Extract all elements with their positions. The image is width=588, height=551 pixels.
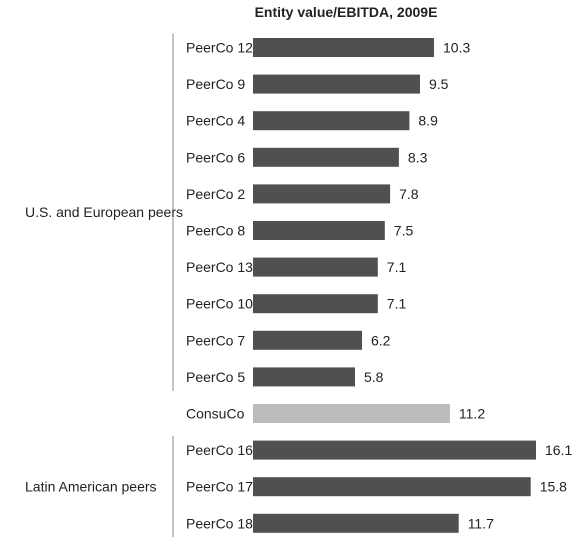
category-label: PeerCo 17 [186,479,253,495]
bar-peerco-8 [253,221,385,240]
bar-peerco-9 [253,74,420,94]
category-label: PeerCo 18 [186,515,253,531]
value-label: 7.1 [387,259,407,275]
value-label: 8.9 [418,113,438,129]
category-labels: PeerCo 12 PeerCo 9 PeerCo 4 PeerCo 6 PeerCo … [186,40,253,532]
category-label: PeerCo 16 [186,442,253,458]
value-label: 16.1 [545,442,572,458]
category-label: PeerCo 2 [186,186,245,202]
value-label: 5.8 [364,369,384,385]
value-label: 6.2 [371,332,391,348]
category-label: PeerCo 7 [186,332,245,348]
category-label: PeerCo 13 [186,259,253,275]
value-label: 11.2 [459,406,485,422]
category-label: ConsuCo [186,406,245,422]
bar-peerco-5 [253,367,355,387]
group-label: Latin American peers [25,479,157,495]
category-label: PeerCo 12 [186,40,253,56]
bar-peerco-2 [253,184,391,204]
chart-title: Entity value/EBITDA, 2009E [255,4,438,20]
value-label: 9.5 [429,76,449,92]
category-label: PeerCo 9 [186,76,245,92]
bar-peerco-7 [253,330,362,350]
bar-peerco-12 [253,38,434,57]
bars [253,38,536,533]
value-label: 11.7 [468,515,494,531]
value-labels: 10.3 9.5 8.9 8.3 7.8 7.5 7.1 7.1 6.2 5.8 11.2 16.1 1… [364,40,572,532]
category-label: PeerCo 10 [186,296,253,312]
bar-peerco-4 [253,111,410,131]
bar-peerco-17 [253,477,531,497]
value-label: 8.3 [408,149,428,165]
bar-peerco-6 [253,147,399,167]
bar-peerco-18 [253,513,459,533]
value-label: 7.5 [394,223,414,239]
bar-peerco-16 [253,440,536,460]
value-label: 7.8 [399,186,419,202]
value-label: 7.1 [387,296,407,312]
group-labels: U.S. and European peers Latin American pe… [25,204,183,495]
group-label: U.S. and European peers [25,204,183,220]
value-label: 10.3 [443,40,470,56]
value-label: 15.8 [540,479,567,495]
bar-peerco-13 [253,257,378,277]
category-label: PeerCo 4 [186,113,245,129]
bar-peerco-10 [253,294,378,314]
bar-consuco [253,404,450,423]
category-label: PeerCo 5 [186,369,245,385]
category-label: PeerCo 6 [186,149,245,165]
category-label: PeerCo 8 [186,223,245,239]
